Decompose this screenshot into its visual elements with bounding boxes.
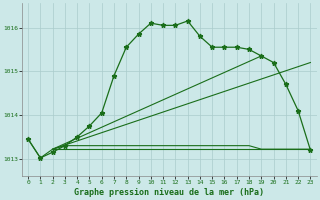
X-axis label: Graphe pression niveau de la mer (hPa): Graphe pression niveau de la mer (hPa)	[74, 188, 264, 197]
